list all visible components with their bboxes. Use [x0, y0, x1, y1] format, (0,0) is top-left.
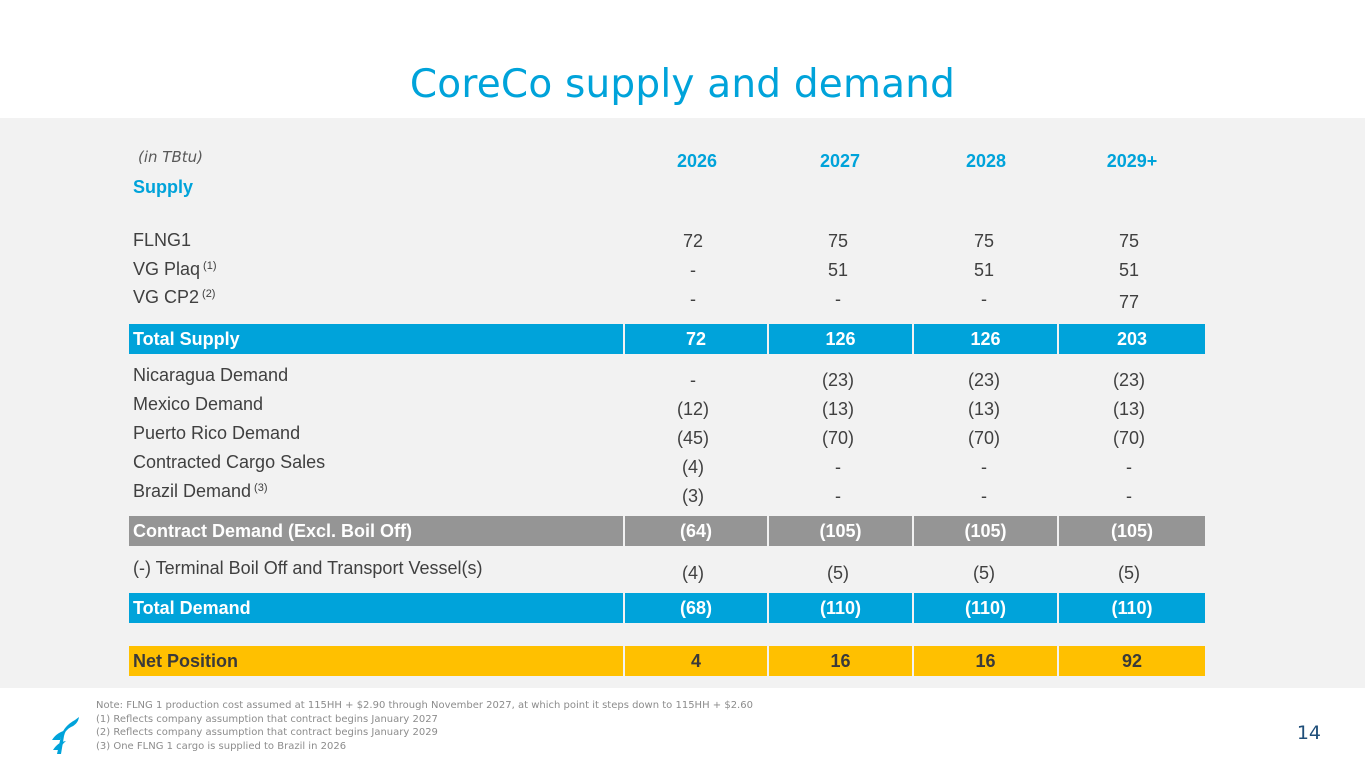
table-cell: (12) — [676, 399, 709, 419]
table-cell: (68) — [625, 593, 767, 623]
table-cell: - — [1126, 486, 1132, 506]
table-cell: - — [981, 457, 987, 477]
page-title: CoreCo supply and demand — [409, 62, 956, 107]
year-header-2027: 2027 — [819, 151, 861, 171]
table-cell: (70) — [821, 428, 854, 448]
company-logo-icon — [52, 717, 79, 754]
table-cell: (105) — [1059, 516, 1205, 546]
row-label-total-supply: Total Supply — [129, 324, 623, 354]
row-label-flng1: FLNG1 — [133, 230, 192, 250]
table-cell: (23) — [967, 370, 1000, 390]
table-cell: (3) — [682, 486, 704, 506]
row-label-mexico-demand: Mexico Demand — [133, 394, 264, 414]
table-cell: 51 — [973, 260, 995, 280]
table-cell: 75 — [973, 231, 995, 251]
table-cell: (105) — [769, 516, 912, 546]
table-cell: 75 — [1118, 231, 1140, 251]
units-label: (in TBtu) — [138, 148, 203, 166]
table-cell: (64) — [625, 516, 767, 546]
table-cell: - — [835, 486, 841, 506]
table-cell: (4) — [682, 457, 704, 477]
table-cell: 126 — [914, 324, 1057, 354]
table-cell: 72 — [625, 324, 767, 354]
table-cell: (70) — [1112, 428, 1145, 448]
table-cell: (4) — [682, 563, 704, 583]
table-cell: - — [690, 289, 696, 309]
row-label-boil-off: (-) Terminal Boil Off and Transport Vess… — [133, 558, 483, 578]
row-label-brazil-demand: Brazil Demand (3) — [133, 481, 268, 501]
table-cell: (70) — [967, 428, 1000, 448]
table-cell: - — [981, 289, 987, 309]
row-label-net-position: Net Position — [129, 646, 623, 676]
table-cell: (13) — [967, 399, 1000, 419]
table-cell: (5) — [1118, 563, 1140, 583]
footnote-line: (2) Reflects company assumption that con… — [96, 727, 438, 738]
table-cell: - — [690, 260, 696, 280]
year-header-2029-plus: 2029+ — [1106, 151, 1158, 171]
footnote-line: Note: FLNG 1 production cost assumed at … — [96, 700, 753, 711]
table-cell: - — [1126, 457, 1132, 477]
table-cell: (13) — [821, 399, 854, 419]
table-cell: 92 — [1059, 646, 1205, 676]
table-cell: (105) — [914, 516, 1057, 546]
year-header-2026: 2026 — [676, 151, 718, 171]
table-cell: - — [835, 289, 841, 309]
row-label-vg-plaq: VG Plaq (1) — [133, 259, 217, 279]
table-cell: (45) — [676, 428, 709, 448]
table-cell: 4 — [625, 646, 767, 676]
table-cell: 51 — [1118, 260, 1140, 280]
table-cell: 126 — [769, 324, 912, 354]
row-label-puerto-rico-demand: Puerto Rico Demand — [133, 423, 301, 443]
table-cell: (23) — [821, 370, 854, 390]
table-cell: 16 — [769, 646, 912, 676]
footnote-line: (3) One FLNG 1 cargo is supplied to Braz… — [96, 740, 347, 752]
footnote-line: (1) Reflects company assumption that con… — [96, 713, 438, 725]
footnotes: Note: FLNG 1 production cost assumed at … — [96, 699, 753, 753]
table-cell: (23) — [1112, 370, 1145, 390]
row-label-total-demand: Total Demand — [129, 593, 623, 623]
row-label-contract-demand: Contract Demand (Excl. Boil Off) — [129, 516, 623, 546]
table-cell: (110) — [769, 593, 912, 623]
footnote-marker: (2) — [202, 288, 216, 300]
table-cell: 16 — [914, 646, 1057, 676]
table-cell: (110) — [914, 593, 1057, 623]
year-header-2028: 2028 — [965, 151, 1007, 171]
footnote-marker: (3) — [254, 482, 268, 494]
table-cell: (110) — [1059, 593, 1205, 623]
row-label-contracted-cargo-sales: Contracted Cargo Sales — [133, 452, 326, 472]
table-cell: - — [981, 486, 987, 506]
table-cell: - — [690, 370, 696, 390]
table-cell: 51 — [827, 260, 849, 280]
row-label-vg-cp2: VG CP2 (2) — [133, 287, 216, 307]
table-cell: 203 — [1059, 324, 1205, 354]
table-cell: (13) — [1112, 399, 1145, 419]
table-cell: 77 — [1118, 292, 1140, 312]
table-cell: - — [835, 457, 841, 477]
table-cell: 72 — [682, 231, 704, 251]
table-cell: (5) — [973, 563, 995, 583]
table-cell: 75 — [827, 231, 849, 251]
row-label-nicaragua-demand: Nicaragua Demand — [133, 365, 289, 385]
table-cell: (5) — [827, 563, 849, 583]
page-number: 14 — [1296, 722, 1321, 744]
footnote-marker: (1) — [203, 260, 217, 272]
supply-section-header: Supply — [133, 177, 194, 197]
